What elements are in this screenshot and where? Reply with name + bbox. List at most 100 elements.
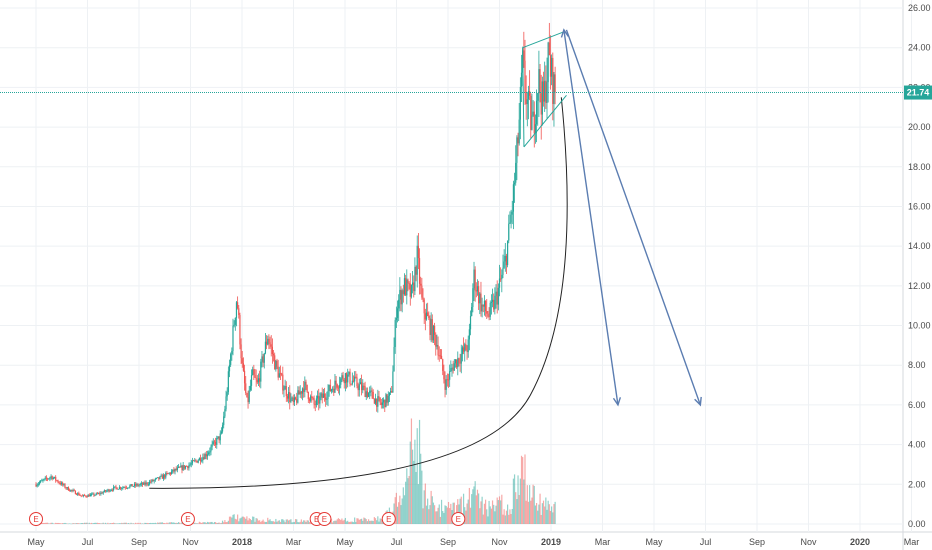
volume-bar	[379, 518, 381, 524]
volume-bar	[57, 522, 59, 524]
volume-bar	[106, 523, 108, 525]
volume-bar	[444, 505, 446, 524]
volume-bar	[439, 516, 442, 524]
candle-body	[113, 486, 115, 491]
volume-bar	[177, 522, 180, 524]
candle-body	[241, 358, 243, 364]
candle-body	[177, 466, 180, 468]
candle-body	[489, 302, 491, 317]
candle-body	[116, 487, 118, 490]
earnings-marker[interactable]	[180, 512, 195, 526]
candle-body	[38, 482, 41, 484]
candle-body	[283, 389, 285, 391]
candle-body	[107, 489, 109, 491]
candle-body	[452, 367, 454, 371]
time-axis[interactable]: May Jul Sep Nov 2018 Mar May Jul Sep Nov 2019 Mar Ma…	[27, 537, 919, 547]
candle-body	[465, 344, 467, 351]
candle-body	[169, 472, 172, 475]
earnings-marker[interactable]	[29, 512, 43, 526]
candle-body	[490, 301, 492, 303]
volume-bar	[195, 523, 197, 524]
chart-drawings[interactable]	[149, 28, 702, 489]
candle-body	[466, 350, 468, 353]
candle-body	[345, 373, 348, 383]
candle-body	[520, 72, 523, 87]
volume-bar	[300, 519, 302, 524]
volume-bar	[490, 508, 492, 524]
candle-body	[62, 482, 64, 485]
volume-bar	[50, 522, 52, 524]
volume-bar	[181, 522, 183, 524]
volume-bar	[261, 520, 263, 524]
volume-bar	[416, 428, 418, 524]
triangle-lower-line[interactable]	[523, 95, 567, 148]
volume-bar	[526, 485, 528, 524]
volume-bar	[209, 522, 211, 524]
earnings-marker[interactable]	[381, 512, 396, 526]
candle-body	[157, 477, 159, 479]
earnings-marker[interactable]	[451, 512, 466, 526]
y-tick-label: 20.00	[908, 122, 931, 132]
x-tick-label: May	[336, 537, 354, 547]
triangle-left-line[interactable]	[522, 47, 525, 147]
volume-bar	[447, 501, 450, 524]
candle-body	[358, 384, 360, 391]
candle-body	[228, 364, 231, 372]
candle-body	[365, 391, 367, 398]
candle-body	[510, 214, 512, 223]
volume-bar	[534, 505, 537, 524]
candle-body	[299, 391, 301, 395]
parabolic-curve-drawing[interactable]	[149, 97, 568, 489]
candle-body	[263, 353, 265, 363]
volume-bar	[179, 522, 181, 524]
volume-bar	[173, 522, 175, 524]
candle-body	[364, 386, 366, 398]
candle-body	[143, 482, 145, 485]
volume-bar	[293, 521, 296, 524]
volume-bar	[378, 521, 380, 524]
volume-bar	[394, 497, 396, 524]
candle-body	[77, 493, 79, 495]
volume-bar	[469, 507, 472, 524]
candle-body	[95, 493, 97, 495]
volume-bar	[203, 522, 205, 524]
earnings-marker[interactable]	[317, 512, 332, 526]
candle-body	[321, 393, 323, 398]
volume-bar	[169, 522, 172, 524]
x-tick-label: May	[27, 537, 45, 547]
x-tick-label: Mar	[595, 537, 611, 547]
trend-arrow-line[interactable]	[565, 29, 702, 406]
candle-body	[334, 380, 336, 393]
volume-bar	[422, 508, 424, 524]
candle-body	[97, 493, 100, 495]
candle-body	[305, 381, 307, 385]
candle-body	[145, 482, 147, 485]
volume-bar	[211, 521, 213, 524]
candle-body	[281, 373, 283, 375]
candle-body	[86, 496, 88, 498]
trend-arrow-line[interactable]	[563, 29, 619, 406]
candle-body	[226, 392, 228, 397]
volume-bar	[152, 522, 154, 524]
triangle-upper-line[interactable]	[522, 31, 565, 49]
volume-bar	[478, 493, 480, 524]
candle-body	[389, 391, 392, 393]
candle-body	[428, 316, 430, 318]
volume-bar	[535, 503, 538, 524]
candle-body	[69, 490, 71, 492]
candle-body	[454, 359, 457, 364]
volume-bar	[62, 523, 64, 524]
volume-bar	[366, 521, 369, 524]
candle-body	[276, 360, 278, 367]
volume-bar	[498, 496, 501, 524]
volume-bar	[363, 517, 365, 524]
volume-bar	[482, 514, 484, 524]
candle-body	[351, 380, 353, 385]
volume-bar	[228, 516, 231, 524]
y-tick-label: 24.00	[908, 43, 931, 53]
volume-bar	[496, 497, 498, 524]
candle-body	[111, 489, 114, 491]
earnings-marker-label: E	[322, 515, 327, 524]
